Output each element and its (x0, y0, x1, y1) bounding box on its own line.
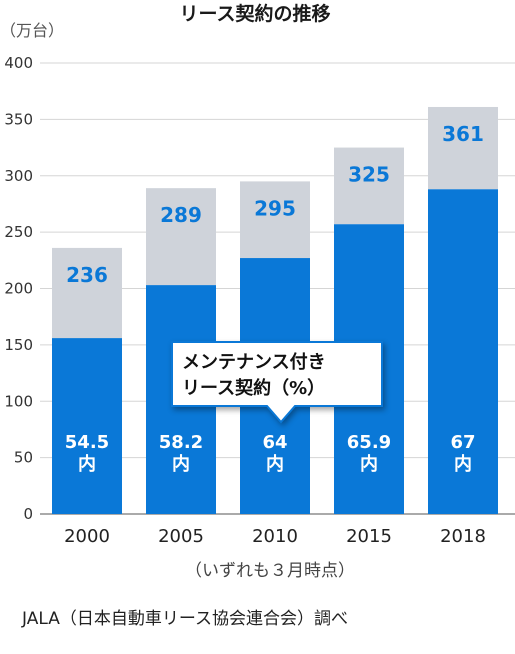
bar-segment-other (428, 106, 498, 190)
total-label: 236 (66, 263, 108, 287)
y-tick-label: 350 (4, 110, 33, 128)
percent-label: 65.9 (347, 432, 391, 453)
percent-label: 64 (262, 432, 287, 453)
footnote: （いずれも３月時点） (185, 561, 355, 581)
total-label: 289 (160, 203, 202, 227)
y-tick-label: 150 (4, 336, 33, 354)
percent-suffix: 内 (78, 453, 96, 475)
y-tick-label: 0 (23, 505, 33, 523)
y-tick-label: 200 (4, 280, 33, 298)
percent-suffix: 内 (454, 453, 472, 475)
x-tick-label: 2000 (64, 526, 110, 547)
callout-line: メンテナンス付き (182, 351, 326, 373)
y-ticks: 0 50 100 150 200 250 300 350 400 (4, 54, 33, 523)
total-label: 325 (348, 163, 390, 187)
y-tick-label: 250 (4, 223, 33, 241)
x-tick-label: 2010 (252, 526, 298, 547)
x-tick-label: 2015 (346, 526, 392, 547)
source-text: JALA（日本自動車リース協会連合会）調べ (21, 609, 348, 629)
bar-segment-maintenance (52, 338, 122, 514)
total-label: 361 (442, 122, 484, 146)
percent-suffix: 内 (172, 453, 190, 475)
x-tick-label: 2018 (440, 526, 486, 547)
callout-line: リース契約（%） (182, 377, 325, 399)
x-tick-label: 2005 (158, 526, 204, 547)
y-tick-label: 100 (4, 392, 33, 410)
y-tick-label: 400 (4, 54, 33, 72)
percent-suffix: 内 (360, 453, 378, 475)
bar-segment-other (146, 188, 216, 286)
bar-segment-other (52, 247, 122, 339)
bar-segment-other (334, 147, 404, 225)
x-ticks: 2000 2005 2010 2015 2018 (64, 526, 486, 547)
percent-suffix: 内 (266, 453, 284, 475)
percent-label: 54.5 (65, 432, 109, 453)
y-tick-label: 300 (4, 167, 33, 185)
bar-segment-other (240, 181, 310, 259)
y-tick-label: 50 (14, 449, 33, 467)
percent-label: 67 (450, 432, 475, 453)
chart-title: リース契約の推移 (179, 2, 330, 25)
bar-segment-maintenance (428, 189, 498, 514)
y-unit-label: （万台） (0, 21, 64, 40)
total-label: 295 (254, 196, 296, 220)
callout-box (171, 341, 383, 424)
percent-label: 58.2 (159, 432, 203, 453)
